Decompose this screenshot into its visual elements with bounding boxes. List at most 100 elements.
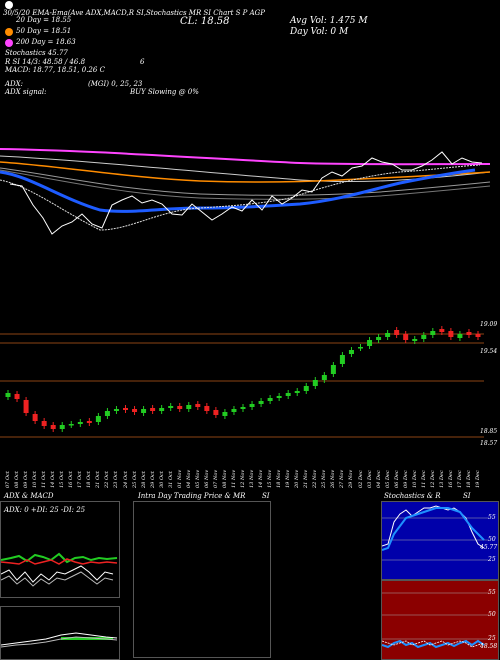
- date-tick: 06 Nov: [203, 469, 210, 488]
- date-tick: 21 Oct: [95, 471, 102, 488]
- candle-body: [95, 416, 101, 422]
- candle-body: [348, 350, 354, 354]
- stoch-tick-50: 50: [488, 536, 496, 543]
- adx-panel-svg: [1, 552, 118, 587]
- date-tick: 08 Oct: [14, 471, 21, 488]
- date-tick: 19 Dec: [475, 470, 481, 488]
- adx-panel: ADX: 0 +DI: 25 -DI: 25: [0, 501, 120, 598]
- rsi-blue-line: [382, 639, 485, 649]
- date-tick: 25 Oct: [131, 471, 138, 488]
- candle-body: [421, 335, 427, 339]
- date-tick: 24 Oct: [122, 471, 129, 488]
- adx-panel-title: ADX & MACD: [4, 492, 54, 500]
- date-tick: 26 Nov: [330, 469, 337, 488]
- date-tick: 04 Nov: [185, 469, 192, 488]
- rsi-panel-svg: [382, 592, 488, 649]
- adx-green-line: [1, 552, 118, 564]
- date-tick: 29 Nov: [348, 469, 355, 488]
- adx-label: ADX:: [5, 80, 24, 88]
- day-vol-label: Day Vol: 0 M: [290, 27, 349, 37]
- date-tick: 08 Nov: [221, 469, 228, 488]
- macd-signal-line: [1, 636, 118, 648]
- avg-vol-label: Avg Vol: 1.475 M: [290, 16, 368, 26]
- date-tick: 29 Oct: [149, 471, 156, 488]
- candle-body: [321, 375, 327, 380]
- stoch-blue-line: [382, 507, 485, 551]
- macd-histogram: [61, 637, 113, 640]
- date-tick: 18 Dec: [465, 470, 472, 488]
- price-line: [9, 151, 483, 235]
- axis-label-2: 19.54: [480, 348, 498, 355]
- adx-white-line-2: [1, 571, 114, 587]
- date-tick: 10 Oct: [32, 471, 39, 488]
- stoch-panel-svg: [382, 505, 488, 561]
- date-tick: 05 Dec: [384, 470, 391, 488]
- date-tick: 12 Dec: [429, 470, 436, 488]
- date-tick: 02 Dec: [357, 470, 364, 488]
- date-tick: 01 Nov: [176, 469, 183, 488]
- adx-signal-text: BUY Slowing @ 0%: [130, 88, 199, 96]
- adx-values: (MGI) 0, 25, 23: [88, 80, 143, 88]
- intraday-panel: [133, 501, 271, 658]
- candle-body: [32, 414, 38, 421]
- stoch-white-line: [382, 505, 485, 549]
- date-tick: 05 Nov: [194, 469, 201, 488]
- legend-swatch-ma200: [5, 39, 13, 47]
- rsi-panel: 55 50 25 48.58: [381, 580, 499, 660]
- candle-body: [394, 330, 400, 335]
- rsi-tick-70: 55: [488, 589, 496, 596]
- candle-body: [240, 407, 246, 409]
- rsi-tick-50: 50: [488, 611, 496, 618]
- date-tick: 14 Oct: [50, 471, 57, 488]
- date-tick: 28 Oct: [140, 471, 147, 488]
- rsi-value: 48.58: [480, 643, 498, 650]
- date-tick: 07 Oct: [5, 471, 11, 488]
- candle-body: [358, 347, 363, 349]
- stoch-panel-title: Stochastics & R: [384, 492, 441, 500]
- date-tick: 11 Nov: [230, 469, 237, 488]
- date-tick: 22 Nov: [312, 469, 319, 488]
- candle-body: [430, 331, 436, 335]
- adx-panel-line: ADX: 0 +DI: 25 -DI: 25: [4, 506, 86, 514]
- rsi-extra: 6: [140, 58, 145, 66]
- candle-body: [231, 409, 237, 412]
- date-tick: 23 Oct: [113, 471, 120, 488]
- close-label: CL: 18.58: [180, 16, 230, 27]
- date-tick: 18 Oct: [86, 471, 93, 488]
- date-tick: 06 Dec: [393, 470, 400, 488]
- candle-body: [186, 405, 192, 409]
- stoch-label: Stochastics 45.77: [5, 49, 68, 57]
- candle-body: [168, 406, 174, 408]
- candle-body: [448, 331, 454, 337]
- rsi-white-line: [382, 640, 485, 648]
- stochastics-panel: 55 50 25 45.77: [381, 501, 499, 580]
- candle-body: [258, 401, 264, 404]
- candle-body: [59, 425, 65, 429]
- date-tick: 15 Oct: [59, 471, 66, 488]
- candle-body: [294, 391, 300, 393]
- candle-body: [132, 409, 138, 412]
- candle-body: [475, 334, 481, 337]
- candle-body: [403, 334, 409, 340]
- candle-body: [457, 334, 463, 338]
- axis-label-3: 18.85: [480, 428, 498, 435]
- date-tick: 25 Nov: [321, 469, 328, 488]
- adx-red-line: [1, 558, 118, 565]
- date-tick: 27 Nov: [339, 469, 346, 488]
- candle-body: [222, 412, 228, 416]
- candle-body: [412, 339, 418, 341]
- candle-body: [86, 421, 92, 423]
- stoch-panel-title-2: SI: [463, 492, 471, 500]
- candle-body: [177, 406, 183, 409]
- chart-header-line: 30/5/20 EMA-Ema(Ave ADX,MACD,R SI,Stocha…: [3, 9, 265, 17]
- candle-body: [123, 408, 128, 410]
- date-tick: 04 Dec: [375, 470, 382, 488]
- candle-body: [141, 409, 147, 413]
- axis-label-4: 18.57: [480, 440, 498, 447]
- macd-panel-svg: [1, 632, 118, 648]
- rsi-label: R SI 14/3: 48.58 / 46.8: [5, 58, 86, 66]
- candle-body: [285, 393, 291, 396]
- date-tick: 14 Nov: [258, 469, 265, 488]
- rsi-tick-30: 25: [488, 635, 496, 642]
- candle-body: [77, 422, 83, 424]
